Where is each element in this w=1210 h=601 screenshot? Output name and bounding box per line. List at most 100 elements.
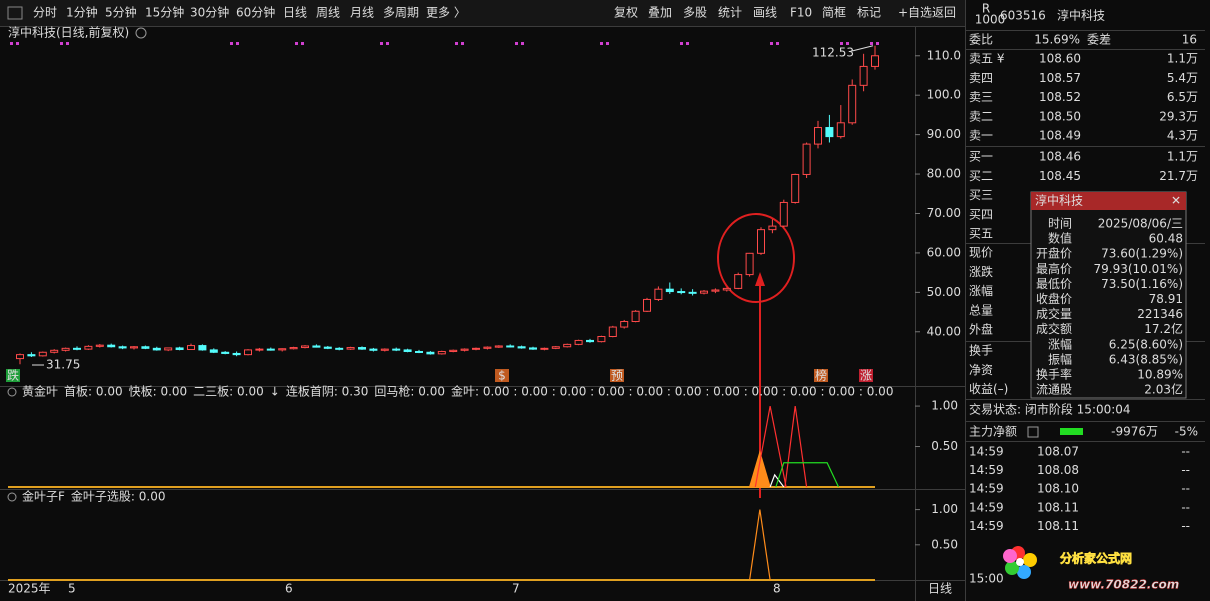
- low-label: 31.75: [46, 358, 80, 372]
- toolbar-tab[interactable]: 30分钟: [190, 5, 229, 20]
- candle-body: [494, 345, 503, 348]
- candle-body: [255, 348, 264, 351]
- quote-label: 买三: [969, 188, 993, 202]
- quote-price: 108.49: [1039, 129, 1081, 143]
- signal-dot: [230, 42, 233, 45]
- tick-price: 108.11: [1037, 519, 1079, 533]
- menu-icon[interactable]: [7, 6, 23, 20]
- indicator-legend: 快板: 0.00: [129, 385, 188, 399]
- quote-label: 卖二: [969, 109, 993, 123]
- indicator-legend: 回马枪: 0.00: [374, 384, 445, 399]
- candle-body: [164, 347, 173, 351]
- signal-dot: [455, 42, 458, 45]
- candle-body: [460, 348, 469, 351]
- toolbar-button[interactable]: F10: [790, 6, 812, 20]
- period-label: 日线: [928, 582, 952, 596]
- popup-label: 成交额: [1036, 321, 1072, 336]
- candle-body: [722, 287, 731, 291]
- toolbar-tab[interactable]: 分时: [33, 6, 57, 20]
- toolbar-tab[interactable]: 60分钟: [236, 5, 275, 20]
- toolbar-button[interactable]: 叠加: [648, 6, 672, 20]
- toolbar-tab[interactable]: 周线: [316, 6, 340, 20]
- tick-dir: --: [1181, 519, 1190, 533]
- toolbar-button[interactable]: 复权: [614, 6, 638, 20]
- candle-body: [209, 349, 218, 353]
- indicator-legend: 金叶子选股: 0.00: [71, 489, 166, 504]
- toolbar-button[interactable]: 返回: [932, 6, 956, 20]
- candle-body: [779, 201, 788, 227]
- tick-time: 14:59: [969, 445, 1004, 459]
- toolbar-tab[interactable]: 1分钟: [66, 5, 98, 20]
- candle-body: [597, 336, 606, 343]
- flow-value: -9976万: [1111, 425, 1158, 439]
- popup-label: 收盘价: [1036, 291, 1072, 306]
- quote-label: 卖三: [969, 90, 993, 104]
- candle-body: [118, 346, 127, 349]
- watermark-title: 分析家公式网: [1060, 551, 1132, 566]
- stock-name: 淳中科技: [1057, 8, 1105, 23]
- candle-body: [50, 349, 59, 353]
- toolbar-button[interactable]: 统计: [718, 6, 742, 20]
- candle-body: [506, 345, 515, 348]
- candle-body: [734, 274, 743, 289]
- quote-label: 外盘: [969, 322, 993, 337]
- indicator-legend: 二三板: 0.00: [193, 385, 264, 399]
- candle-body: [517, 346, 526, 349]
- quote-value: 15.69%: [1034, 33, 1080, 47]
- popup-label: 时间: [1048, 217, 1072, 231]
- toolbar-button[interactable]: +自选: [898, 6, 932, 20]
- popup-label: 振幅: [1048, 351, 1072, 366]
- popup-label: 流通股: [1036, 383, 1072, 397]
- panel-menu[interactable]: [7, 387, 17, 397]
- toolbar-button[interactable]: 标记: [857, 6, 881, 20]
- candle-body: [608, 326, 617, 338]
- logo-center: [1016, 558, 1024, 566]
- toolbar-tab[interactable]: 月线: [350, 6, 374, 20]
- candle-body: [814, 127, 822, 145]
- quote-label: 买二: [969, 169, 993, 183]
- candle-body: [836, 122, 845, 138]
- candle-body: [187, 345, 195, 351]
- candle-body: [266, 348, 275, 351]
- popup-value: 60.48: [1149, 232, 1183, 246]
- signal-dot: [846, 42, 849, 45]
- toolbar-tab[interactable]: 日线: [283, 6, 307, 20]
- popup-value: 73.60(1.29%): [1101, 247, 1183, 261]
- quote-price: 108.46: [1039, 150, 1081, 164]
- toolbar-tab[interactable]: 5分钟: [105, 5, 137, 20]
- candle-body: [437, 350, 446, 355]
- toolbar-tab[interactable]: 15分钟: [145, 5, 184, 20]
- signal-dot: [10, 42, 13, 45]
- indicator-name: 金叶子F: [22, 489, 65, 504]
- indicator-line: [749, 509, 771, 581]
- logo-petal: [1023, 553, 1037, 567]
- tick-price: 108.11: [1037, 500, 1079, 514]
- candle-body: [221, 351, 230, 354]
- popup-close[interactable]: ✕: [1171, 194, 1181, 208]
- y-tick-label: 80.00: [927, 167, 961, 181]
- logo-petal: [1003, 549, 1017, 563]
- marker: 跌: [7, 368, 19, 383]
- toolbar-button[interactable]: 简框: [822, 6, 846, 20]
- quote-label: 买四: [969, 207, 993, 221]
- popup-title-bar: [1031, 192, 1186, 210]
- candle-body: [848, 84, 857, 124]
- tick-time: 14:59: [969, 500, 1004, 514]
- quote-price: 108.50: [1039, 109, 1081, 123]
- toolbar-button[interactable]: 多股: [683, 6, 707, 20]
- x-axis-label: 7: [512, 582, 520, 596]
- toolbar-tab[interactable]: 多周期: [383, 6, 419, 20]
- candle-body: [540, 347, 549, 350]
- panel-menu[interactable]: [7, 492, 17, 502]
- y-tick-label: 50.00: [927, 285, 961, 299]
- title-menu[interactable]: [135, 27, 147, 39]
- quote-label: 现价: [969, 246, 993, 260]
- candle-body: [392, 348, 401, 351]
- tick-dir: --: [1181, 445, 1190, 459]
- toolbar-button[interactable]: 画线: [753, 6, 777, 20]
- toolbar-tab[interactable]: 更多 〉: [426, 6, 466, 20]
- candle-body: [16, 354, 24, 360]
- flow-bar: [1060, 428, 1083, 435]
- candle-body: [563, 343, 572, 348]
